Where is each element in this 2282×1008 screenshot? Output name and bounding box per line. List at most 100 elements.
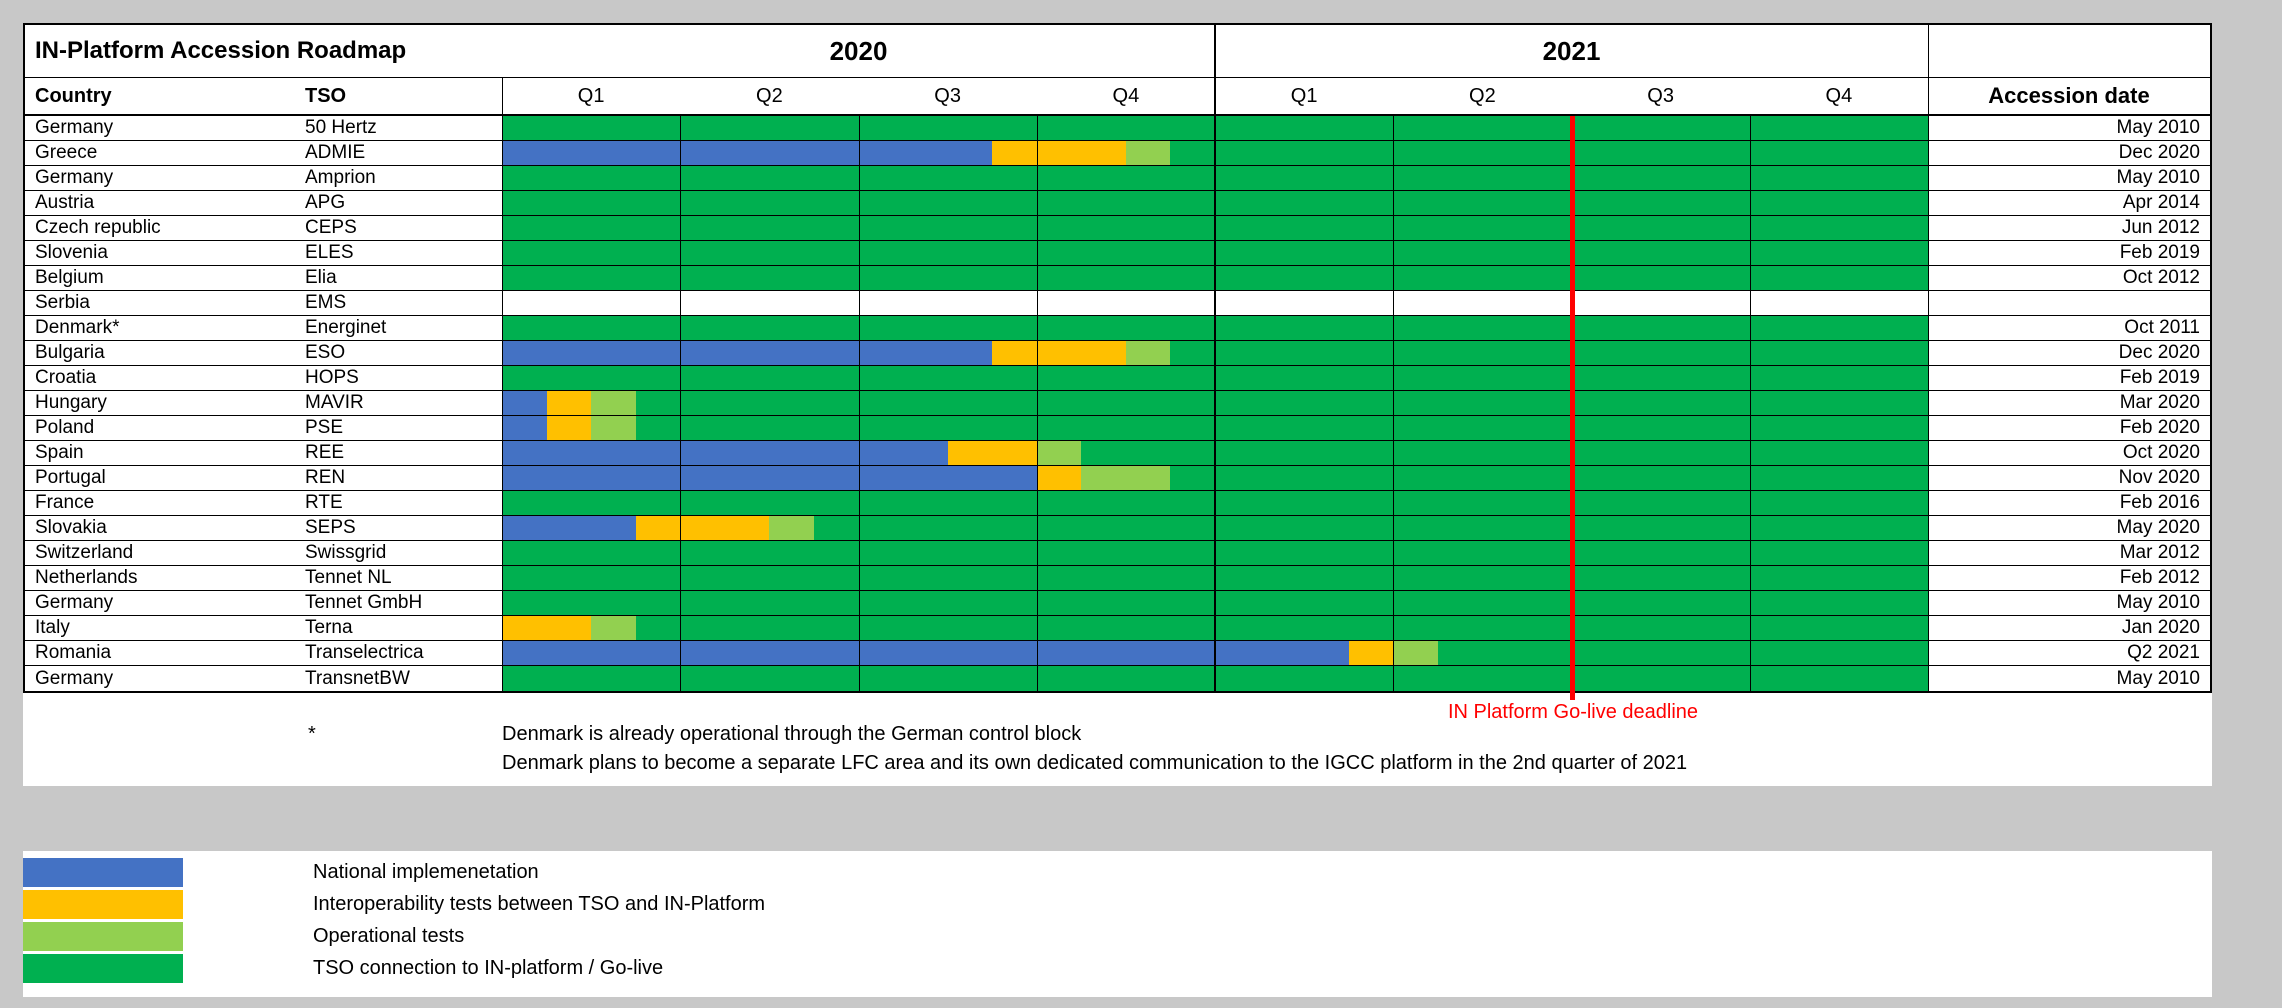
quarter-gridline [1749, 466, 1751, 490]
quarter-gridline [1749, 241, 1751, 265]
quarter-gridline [858, 491, 860, 515]
gantt-cell [502, 616, 1928, 640]
quarter-gridline [680, 341, 682, 365]
quarter-gridline [1393, 641, 1395, 665]
accession-date-cell: Apr 2014 [2122, 192, 2200, 213]
quarter-gridline [680, 591, 682, 615]
accession-date-cell: May 2020 [2116, 517, 2200, 538]
country-cell: Hungary [35, 392, 107, 413]
quarter-gridline [1749, 516, 1751, 540]
tso-cell: CEPS [305, 217, 357, 238]
gantt-segment-interop [546, 391, 592, 415]
gantt-segment-golive [1170, 466, 1928, 490]
quarter-gridline [1749, 166, 1751, 190]
accession-date-cell: Mar 2012 [2119, 542, 2200, 563]
quarter-gridline [680, 316, 682, 340]
tso-cell: HOPS [305, 367, 359, 388]
footnote-star: * [308, 723, 316, 745]
accession-date-cell: Dec 2020 [2118, 142, 2200, 163]
accession-date-cell: Oct 2011 [2124, 317, 2200, 338]
table-row: Bulgaria ESO Dec 2020 [25, 341, 2210, 366]
gantt-segment-interop [1036, 466, 1082, 490]
quarter-gridline [1749, 141, 1751, 165]
legend-item: National implemenetation [23, 858, 2212, 887]
quarter-gridline [680, 241, 682, 265]
country-cell: Croatia [35, 367, 97, 388]
quarter-gridline [1749, 441, 1751, 465]
accession-date-cell: Feb 2019 [2119, 242, 2200, 263]
accession-date-cell: Nov 2020 [2118, 467, 2200, 488]
page-title: IN-Platform Accession Roadmap [35, 37, 407, 64]
quarter-gridline [1036, 216, 1038, 240]
quarter-gridline [1036, 116, 1038, 140]
quarter-gridline [1393, 291, 1395, 315]
tso-cell: REE [305, 442, 345, 463]
gantt-segment-interop [947, 441, 1037, 465]
quarter-gridline [1749, 416, 1751, 440]
quarter-gridline [858, 316, 860, 340]
quarter-gridline [858, 216, 860, 240]
gantt-segment-interop [992, 341, 1126, 365]
quarter-header-2021-q3: Q3 [1647, 84, 1674, 107]
gantt-segment-interop [635, 516, 770, 540]
table-row: Hungary MAVIR Mar 2020 [25, 391, 2210, 416]
accession-date-column-header: Accession date [1988, 83, 2150, 108]
tso-cell: ESO [305, 342, 346, 363]
quarter-gridline [858, 191, 860, 215]
legend-label: TSO connection to IN-platform / Go-live [313, 957, 664, 979]
tso-cell: Transelectrica [305, 642, 424, 663]
gantt-segment-golive [635, 416, 1928, 440]
quarter-gridline [1036, 491, 1038, 515]
country-cell: Bulgaria [35, 342, 105, 363]
quarter-gridline [1393, 166, 1395, 190]
gantt-segment-operational [769, 516, 814, 540]
quarter-gridline [858, 541, 860, 565]
country-cell: Romania [35, 642, 112, 663]
quarter-gridline [1036, 366, 1038, 390]
table-row: Greece ADMIE Dec 2020 [25, 141, 2210, 166]
table-row: Croatia HOPS Feb 2019 [25, 366, 2210, 391]
country-cell: Spain [35, 442, 84, 463]
quarter-gridline [858, 591, 860, 615]
quarter-gridline [1749, 341, 1751, 365]
gantt-segment-interop [992, 141, 1126, 165]
quarter-gridline [1749, 616, 1751, 640]
quarter-gridline [680, 466, 682, 490]
gantt-segment-golive [1081, 441, 1928, 465]
table-row: Slovakia SEPS May 2020 [25, 516, 2210, 541]
gantt-cell [502, 416, 1928, 440]
year-2020-header: 2020 [829, 35, 888, 66]
accession-date-cell: Mar 2020 [2119, 392, 2200, 413]
tso-cell: Amprion [305, 167, 376, 188]
footnote-line-2: Denmark plans to become a separate LFC a… [502, 752, 1688, 774]
quarter-gridline [858, 516, 860, 540]
table-row: Slovenia ELES Feb 2019 [25, 241, 2210, 266]
accession-date-cell: Dec 2020 [2118, 342, 2200, 363]
quarter-gridline [858, 441, 860, 465]
gantt-segment-interop [1348, 641, 1394, 665]
quarter-gridline [1393, 191, 1395, 215]
footnote-line-1: Denmark is already operational through t… [502, 723, 1082, 745]
legend-item: Operational tests [23, 922, 2212, 951]
date-column-gridline [1928, 25, 1929, 691]
gantt-segment-golive [1170, 141, 1928, 165]
quarter-gridline [1036, 266, 1038, 290]
accession-date-cell: Feb 2016 [2119, 492, 2200, 513]
gantt-segment-national [502, 391, 547, 415]
country-cell: Slovakia [35, 517, 107, 538]
tso-cell: Terna [305, 617, 353, 638]
header-column-row: Country TSO Q1 Q2 Q3 Q4 Q1 Q2 Q3 Q4 Accession d… [25, 78, 2210, 116]
quarter-header-2021-q4: Q4 [1825, 84, 1853, 107]
quarter-gridline [1393, 541, 1395, 565]
legend-swatch-operational [23, 922, 183, 951]
table-row: Serbia EMS [25, 291, 2210, 316]
tso-cell: Tennet NL [305, 567, 392, 588]
quarter-gridline [680, 641, 682, 665]
quarter-gridline [680, 616, 682, 640]
gantt-cell [502, 641, 1928, 665]
gantt-segment-golive [635, 391, 1928, 415]
quarter-gridline [680, 566, 682, 590]
quarter-gridline [1393, 441, 1395, 465]
gantt-segment-interop [502, 616, 592, 640]
quarter-header-2021-q2: Q2 [1469, 84, 1496, 107]
